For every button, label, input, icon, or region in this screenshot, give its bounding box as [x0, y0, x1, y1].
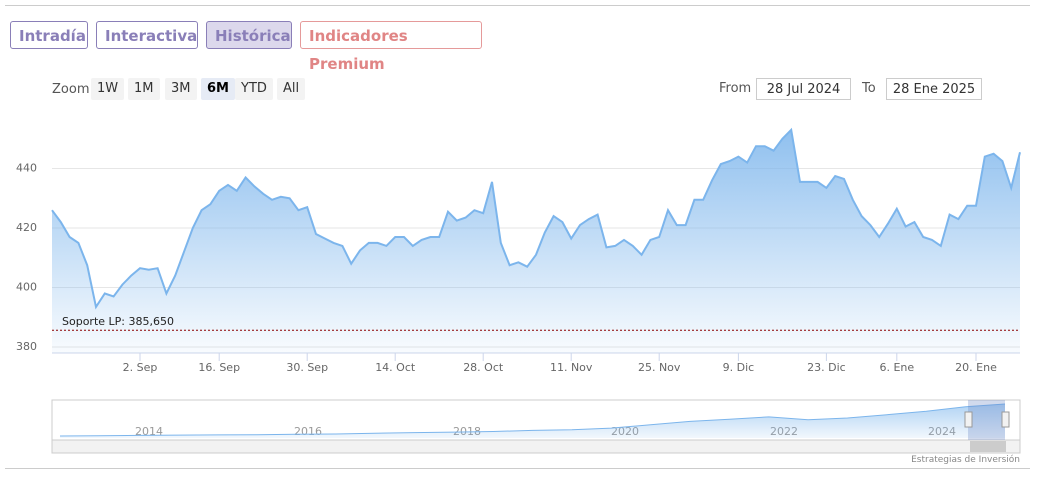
from-label: From — [719, 81, 752, 96]
x-tick-label: 20. Ene — [955, 361, 997, 374]
bottom-rule — [5, 468, 1030, 469]
x-tick-label: 28. Oct — [463, 361, 504, 374]
top-rule — [5, 5, 1030, 6]
x-tick-label: 6. Ene — [879, 361, 914, 374]
navigator-handle[interactable] — [1001, 411, 1010, 428]
x-tick-label: 2. Sep — [123, 361, 158, 374]
zoom-button[interactable]: 3M — [165, 78, 197, 100]
to-label: To — [862, 81, 876, 96]
navigator-line — [59, 403, 1006, 437]
zoom-label: Zoom — [52, 82, 90, 97]
x-tick-label: 25. Nov — [638, 361, 681, 374]
navigator-label: 2014 — [135, 425, 163, 438]
x-tick-label: 23. Dic — [807, 361, 846, 374]
zoom-button[interactable]: 1M — [128, 78, 160, 100]
x-tick-label: 16. Sep — [198, 361, 240, 374]
credit: Estrategias de Inversión — [911, 455, 1020, 465]
x-tick-label: 14. Oct — [375, 361, 416, 374]
scrollbar[interactable] — [51, 439, 1021, 454]
zoom-button[interactable]: 1W — [91, 78, 125, 100]
area-fill — [52, 129, 1020, 353]
navigator-area — [60, 404, 1005, 438]
x-tick-label: 11. Nov — [550, 361, 593, 374]
scrollbar-thumb[interactable] — [970, 441, 1006, 452]
y-tick-label: 420 — [16, 221, 37, 234]
tab[interactable]: Interactiva — [96, 21, 198, 49]
y-tick-label: 380 — [16, 340, 37, 353]
zoom-button[interactable]: YTD — [235, 78, 273, 100]
from-input[interactable]: 28 Jul 2024 — [756, 78, 851, 100]
price-line — [51, 127, 1021, 310]
tab-active[interactable]: Histórica — [206, 21, 292, 49]
support-label: Soporte LP: 385,650 — [62, 315, 174, 328]
tab[interactable]: Intradía — [10, 21, 88, 49]
zoom-button[interactable]: All — [277, 78, 306, 100]
x-tick-label: 30. Sep — [286, 361, 328, 374]
navigator-selection — [968, 400, 1005, 440]
zoom-button-selected[interactable]: 6M — [201, 78, 235, 100]
to-input[interactable]: 28 Ene 2025 — [886, 78, 982, 100]
y-tick-label: 440 — [16, 162, 37, 175]
navigator-handle[interactable] — [964, 411, 973, 428]
tab-premium[interactable]: Indicadores Premium — [300, 21, 482, 73]
y-tick-label: 400 — [16, 281, 37, 294]
x-tick-label: 9. Dic — [723, 361, 755, 374]
